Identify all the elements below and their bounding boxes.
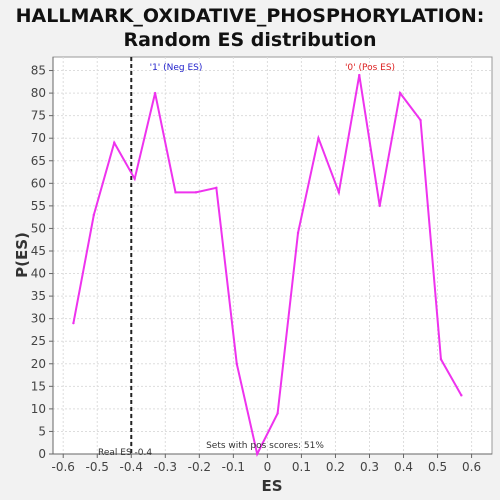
plot-area xyxy=(52,56,493,455)
x-tick-label: 0.3 xyxy=(360,460,379,474)
x-tick-label: 0.2 xyxy=(326,460,345,474)
y-tick-label: 85 xyxy=(31,64,46,78)
y-tick-label: 45 xyxy=(31,244,46,258)
pos-es-label: '0' (Pos ES) xyxy=(345,63,395,73)
data-point xyxy=(460,394,463,397)
data-point xyxy=(174,191,177,194)
y-tick-label: 10 xyxy=(31,402,46,416)
sets-label: Sets with pos scores: 51% xyxy=(206,441,324,451)
chart-subtitle: Random ES distribution xyxy=(123,29,376,51)
y-axis-title: P(ES) xyxy=(13,232,31,278)
y-tick-label: 75 xyxy=(31,109,46,123)
data-point xyxy=(276,412,279,415)
y-tick-label: 60 xyxy=(31,176,46,190)
y-tick-label: 5 xyxy=(38,424,46,438)
data-point xyxy=(194,191,198,194)
y-tick-label: 20 xyxy=(31,357,46,371)
data-point xyxy=(72,321,75,325)
real-es-label: Real ES -0.4 xyxy=(98,448,152,458)
y-tick-label: 65 xyxy=(31,154,46,168)
x-tick-label: -0.5 xyxy=(86,460,109,474)
y-tick-label: 35 xyxy=(31,289,46,303)
data-point xyxy=(317,137,320,140)
x-tick-label: 0.1 xyxy=(292,460,311,474)
data-point xyxy=(255,452,259,456)
data-point xyxy=(337,191,341,194)
x-tick-label: 0.4 xyxy=(394,460,413,474)
y-tick-label: 50 xyxy=(31,221,46,235)
y-tick-label: 70 xyxy=(31,131,46,145)
x-tick-label: 0.5 xyxy=(428,460,447,474)
y-tick-label: 25 xyxy=(31,334,46,348)
x-axis-title: ES xyxy=(261,477,282,495)
data-point xyxy=(439,358,443,361)
es-distribution-line xyxy=(72,74,463,457)
series-line xyxy=(72,73,463,457)
y-tick-label: 0 xyxy=(38,447,46,461)
y-tick-label: 80 xyxy=(31,86,46,100)
data-point xyxy=(153,91,157,95)
data-point xyxy=(92,213,96,217)
chart-title: HALLMARK_OXIDATIVE_PHOSPHORYLATION: xyxy=(16,5,485,27)
y-axis: 0 5 10 15 20 25 30 35 40 45 50 55 60 65 70 75 80 85 xyxy=(31,57,54,461)
data-point xyxy=(419,118,422,122)
data-point xyxy=(215,186,218,190)
data-point xyxy=(235,362,238,365)
y-tick-label: 55 xyxy=(31,199,46,213)
data-point xyxy=(398,91,402,95)
y-tick-label: 30 xyxy=(31,312,46,326)
x-axis: -0.6 -0.5 -0.4 -0.3 -0.2 -0.1 0 0.1 0.2 0.3 0.4 0.5… xyxy=(51,453,492,474)
data-point xyxy=(358,73,361,77)
x-tick-label: -0.6 xyxy=(51,460,74,474)
neg-es-label: '1' (Neg ES) xyxy=(150,63,203,73)
data-point xyxy=(296,231,300,235)
x-tick-label: -0.3 xyxy=(154,460,177,474)
x-tick-label: -0.4 xyxy=(120,460,143,474)
y-tick-label: 15 xyxy=(31,379,46,393)
data-point xyxy=(113,141,116,144)
x-tick-label: 0.6 xyxy=(462,460,481,474)
x-tick-label: -0.1 xyxy=(222,460,245,474)
data-point xyxy=(133,177,136,181)
x-tick-label: -0.2 xyxy=(188,460,211,474)
y-tick-label: 40 xyxy=(31,267,46,281)
grid-lines xyxy=(53,57,492,455)
x-tick-label: 0 xyxy=(264,460,272,474)
data-point xyxy=(378,204,381,208)
